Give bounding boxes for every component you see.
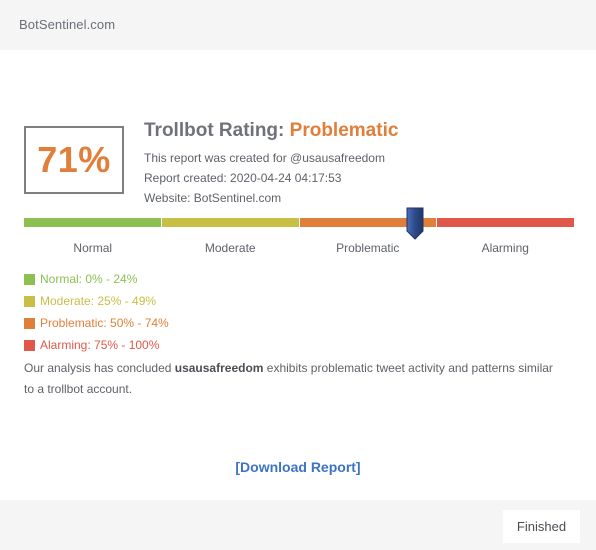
site-name: BotSentinel.com — [19, 17, 116, 32]
legend-label: Problematic: 50% - 74% — [40, 316, 169, 330]
summary-account: usausafreedom — [174, 361, 264, 375]
report-website: Website: BotSentinel.com — [144, 191, 282, 205]
rating-value: Problematic — [289, 120, 399, 141]
legend-item: Alarming: 75% - 100% — [24, 334, 169, 356]
score-percentage: 71% — [37, 139, 111, 180]
rating-bar-segment-normal — [24, 218, 161, 227]
report-created-for: This report was created for @usausafreed… — [144, 151, 385, 165]
rating-bar-segment-moderate — [161, 218, 299, 227]
rating-bar-segment-alarming — [437, 218, 574, 227]
legend-label: Alarming: 75% - 100% — [40, 338, 160, 352]
legend-swatch — [24, 273, 35, 285]
finished-button[interactable]: Finished — [503, 510, 580, 543]
rating-title-prefix: Trollbot Rating: — [144, 120, 290, 141]
legend-label: Normal: 0% - 24% — [40, 272, 138, 286]
legend-swatch — [24, 339, 35, 351]
legend-item: Normal: 0% - 24% — [24, 268, 169, 290]
rating-bar-label-alarming: Alarming — [481, 241, 529, 255]
dialog-header: BotSentinel.com — [0, 0, 596, 50]
rating-bar-label-moderate: Moderate — [204, 241, 256, 255]
rating-marker-icon — [406, 207, 423, 240]
rating-bar-labels: Normal Moderate Problematic Alarming — [24, 241, 574, 255]
summary-prefix: Our analysis has concluded — [24, 361, 175, 375]
legend-swatch — [24, 295, 35, 307]
rating-legend: Normal: 0% - 24% Moderate: 25% - 49% Probl… — [24, 268, 169, 356]
rating-bar-label-problematic: Problematic — [336, 241, 400, 255]
score-box: 71% — [24, 126, 124, 194]
summary-suffix: exhibits problematic tweet activity and … — [24, 361, 553, 396]
rating-title: Trollbot Rating: Problematic — [144, 120, 398, 142]
rating-bar — [24, 218, 574, 227]
download-report-link[interactable]: [Download Report] — [235, 459, 361, 475]
legend-item: Problematic: 50% - 74% — [24, 312, 169, 334]
legend-item: Moderate: 25% - 49% — [24, 290, 169, 312]
rating-bar-label-normal: Normal — [73, 241, 113, 255]
dialog-footer: Finished — [0, 500, 596, 550]
report-created-at: Report created: 2020-04-24 04:17:53 — [144, 171, 342, 185]
analysis-summary: Our analysis has concluded usausafreedom… — [24, 358, 564, 400]
legend-label: Moderate: 25% - 49% — [40, 294, 157, 308]
legend-swatch — [24, 317, 35, 329]
rating-bar-segment-problematic — [299, 218, 437, 227]
